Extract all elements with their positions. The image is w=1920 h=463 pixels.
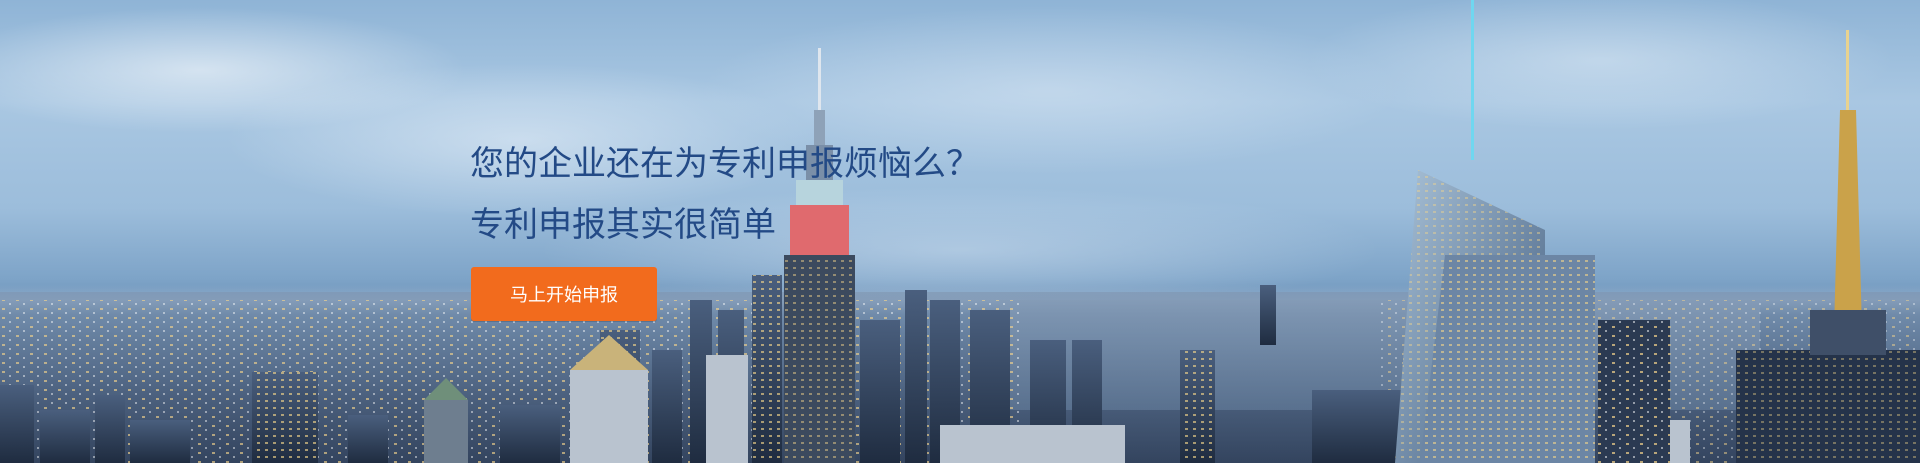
sky-clouds (0, 0, 1920, 330)
start-application-button[interactable]: 马上开始申报 (471, 267, 657, 321)
hero-headline-line2: 专利申报其实很简单 (470, 205, 776, 245)
glass-tower (1395, 0, 1595, 463)
hero-headline-line1: 您的企业还在为专利申报烦恼么？ (470, 144, 980, 184)
landmark-tower (784, 48, 855, 463)
spire-tower (1736, 30, 1920, 463)
